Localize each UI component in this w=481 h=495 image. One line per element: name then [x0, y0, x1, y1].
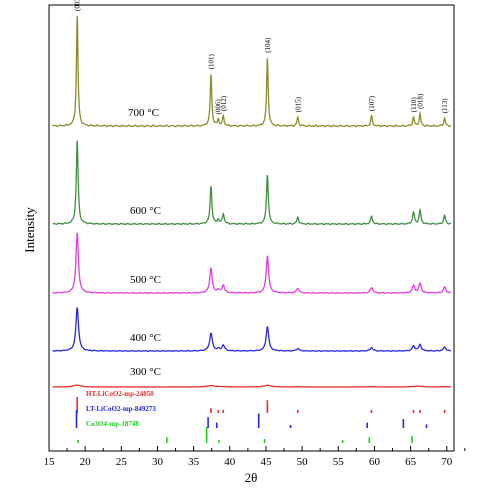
xrd-trace [52, 307, 451, 352]
x-tick-label: 65 [405, 456, 417, 468]
miller-index-label: (107) [368, 95, 376, 111]
x-tick-label: 40 [224, 456, 236, 468]
miller-index-label: (110) [410, 97, 418, 113]
xrd-trace [52, 15, 452, 128]
reference-legend-label: LT-LiCoO2-mp-849273 [86, 405, 156, 413]
miller-index-label: (104) [264, 37, 272, 53]
reference-legend: HT-LiCoO2-mp-24850 LT-LiCoO2-mp-849273 Co3… [86, 390, 156, 428]
miller-index-label: (101) [208, 53, 216, 69]
series-label: 300 °C [130, 366, 161, 378]
reference-legend-label: HT-LiCoO2-mp-24850 [86, 390, 154, 398]
x-axis: 15 20 25 30 35 40 45 50 55 60 65 70 [44, 446, 466, 468]
reference-legend-label: Co3O4-mp-18748 [86, 420, 139, 428]
miller-index-label: (006) [215, 99, 223, 115]
series-label: 400 °C [130, 332, 161, 344]
x-tick-label: 45 [260, 456, 272, 468]
reference-sticks [75, 397, 446, 443]
miller-index-label: (015) [294, 96, 302, 112]
x-tick-label: 25 [116, 456, 128, 468]
xrd-trace [52, 232, 452, 295]
miller-index-label: (113) [441, 98, 449, 114]
xrd-trace [52, 384, 452, 388]
series-label: 700 °C [128, 107, 159, 119]
xrd-trace [52, 140, 452, 226]
series-label: 500 °C [130, 274, 161, 286]
peak-labels: (003)(101)(006)(012)(104)(015) (107) (110)… [74, 0, 449, 114]
x-tick-label: 35 [188, 456, 200, 468]
x-tick-label: 30 [152, 456, 164, 468]
x-tick-label: 60 [369, 456, 381, 468]
series-labels: 700 °C 600 °C 500 °C 400 °C 300 °C [128, 107, 161, 378]
xrd-traces [52, 15, 452, 388]
miller-index-label: (012) [220, 95, 228, 111]
x-tick-label: 20 [80, 456, 92, 468]
x-tick-label: 55 [333, 456, 345, 468]
miller-index-label: (018) [417, 93, 425, 109]
series-label: 600 °C [130, 205, 161, 217]
x-tick-label: 15 [44, 456, 56, 468]
x-tick-label: 70 [441, 456, 453, 468]
x-axis-label: 2θ [245, 470, 258, 485]
y-axis-label: Intensity [22, 207, 37, 253]
x-tick-label: 50 [297, 456, 309, 468]
plot-frame [48, 4, 455, 452]
